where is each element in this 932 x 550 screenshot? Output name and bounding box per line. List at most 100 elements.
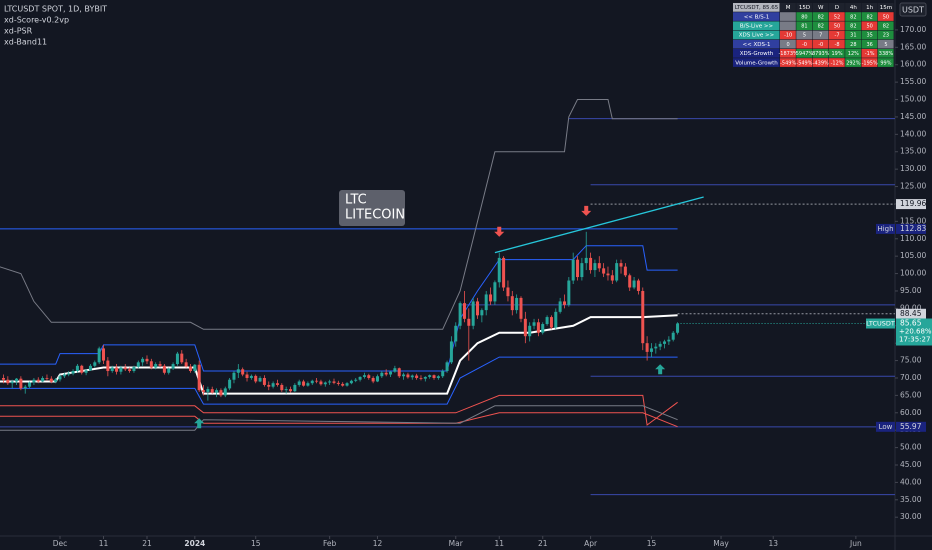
x-tick-label: 11 [99,539,109,548]
table-cell [877,12,894,21]
candle-body [154,364,158,368]
table-cell-text: 7 [819,33,822,39]
tag-name: Low [879,423,893,431]
candle-body [188,366,192,372]
tag-name-box [876,223,895,234]
table-cell-text: -12% [831,60,844,66]
table-header: 4h [850,5,857,11]
table-cell [845,30,861,40]
candle-body [289,389,293,392]
candle-body [345,383,349,386]
y-tick-label: 75.00 [900,356,922,365]
price-tag [896,199,926,210]
y-tick-label: 90.00 [900,303,922,312]
table-cell [861,21,878,31]
y-tick-label: 95.00 [900,286,922,295]
candle-body [110,367,114,372]
band-line [0,405,678,431]
table-cell-text: 82 [866,14,872,20]
table-cell-text: 8793% [812,51,830,57]
candle-body [358,376,362,380]
candle-body [306,383,310,386]
candle-body [275,383,279,385]
table-row-label-cell [733,30,780,40]
candle-body [280,384,284,391]
tag-name: LTCUSDT [866,320,895,328]
indicator-name: xd-Band11 [4,38,47,47]
table-header-cell [828,3,845,12]
plot-area [0,99,895,496]
candle-body [310,380,314,384]
candle-body [676,323,680,333]
candle-body [532,322,536,326]
table-cell-text: 292% [846,60,861,66]
countdown: 17:35:27 [899,336,930,344]
table-cell-text: -8 [835,42,840,48]
y-tick-label: 140.00 [900,129,926,138]
x-tick-label: Jun [849,539,862,548]
table-cell [780,39,796,49]
price-tag-label: 88.45 [900,309,922,318]
candle-body [262,377,266,385]
candle-body [389,371,393,375]
candle-body [336,382,340,384]
candle-body [15,378,19,382]
candle-body [332,381,336,383]
price-tag [896,223,926,234]
candle-body [323,382,327,385]
candle-body [658,343,662,347]
table-header-cell [861,3,878,12]
candle-body [619,263,623,267]
candle-body [241,369,245,375]
table-cell [877,39,894,49]
candle-body [254,375,258,382]
price-tag-label: 85.65 [900,319,922,328]
price-change: +20.68% [899,328,932,336]
candle-body [71,371,75,374]
y-tick-label: 60.00 [900,408,922,417]
candle-body [28,382,32,387]
candle-body [493,282,497,302]
candle-body [249,375,253,378]
table-cell-text: 80 [801,14,807,20]
candle-body [593,263,597,271]
table-header: D [835,5,839,11]
candle-body [367,375,371,378]
candle-body [415,375,419,378]
y-tick-label: 165.00 [900,42,926,51]
candle-body [423,376,427,379]
x-tick-label: Feb [323,539,337,548]
y-tick-label: 135.00 [900,147,926,156]
candle-body [215,390,219,393]
currency-box[interactable] [899,2,927,17]
y-tick-label: 40.00 [900,477,922,486]
table-header-cell [812,3,829,12]
table-cell [812,49,829,58]
table-cell [796,39,813,49]
candle-body [54,379,58,382]
table-cell [845,21,861,31]
candle-body [149,361,153,368]
table-cell [780,58,796,67]
table-cell [845,12,861,21]
candle-body [271,383,275,387]
table-cell [796,30,813,40]
candle-body [284,389,288,391]
table-cell-text: 50 [866,24,872,30]
table-header: M [786,5,791,11]
candle-body [210,389,214,393]
table-cell [877,30,894,40]
candle-body [445,362,449,372]
signal-arrow [494,226,505,237]
candle-body [45,377,49,379]
y-tick-label: 110.00 [900,234,926,243]
y-tick-label: 155.00 [900,77,926,86]
currency[interactable]: USDT [902,6,924,15]
candle-body [341,383,345,386]
candle-body [297,381,301,385]
tag-name-box [876,421,895,432]
table-cell [812,21,829,31]
candle-body [380,372,384,377]
table-cell [877,49,894,58]
table-cell-text: -1% [865,51,875,57]
